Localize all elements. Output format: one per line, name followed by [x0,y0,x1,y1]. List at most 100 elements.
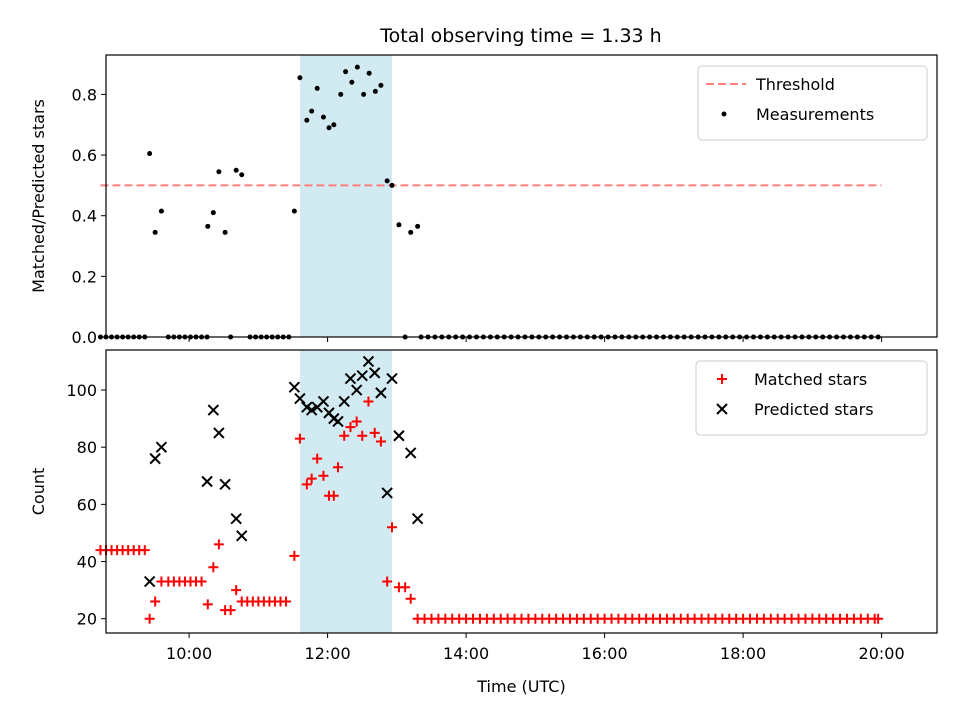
data-point [386,372,398,385]
x-tick-label: 18:00 [720,644,766,663]
data-point [150,596,161,607]
data-point [381,487,393,499]
data-point [332,415,344,428]
bottom-subplot: 20 40 60 80 100 10:00 12:00 14:00 16:00 18:00 20:0… [29,349,938,696]
data-point [382,576,393,587]
data-point [361,91,367,97]
data-point [288,381,301,393]
data-point [222,229,228,235]
legend-box [697,65,928,141]
data-point [301,479,312,490]
chart-title: Total observing time = 1.33 h [379,25,661,47]
axes-frame [105,349,938,634]
data-point [219,478,231,491]
data-point [389,182,395,188]
x-tick-label: 10:00 [166,644,212,663]
data-point [375,436,386,447]
legend-label: Measurements [756,105,874,124]
data-point [350,384,363,396]
legend-box [695,360,928,436]
y-tick-label: 20 [77,610,97,629]
y-tick-label: 80 [77,438,97,457]
data-point [196,576,207,587]
legend-label: Predicted stars [754,400,874,419]
data-point [97,334,103,340]
data-point [331,122,337,128]
data-point [349,79,355,85]
data-point [363,396,374,407]
legend-marker [716,403,728,415]
x-tick-label: 16:00 [582,644,628,663]
x-axis-label: Time (UTC) [476,677,565,696]
data-point [147,151,153,157]
legend: Threshold Measurements [697,65,928,141]
data-point [213,427,225,439]
y-tick-label: 0.0 [72,328,97,347]
data-point [233,167,239,173]
data-point [144,613,155,624]
data-point [294,433,305,444]
data-point [411,512,424,525]
top-subplot: 0.0 0.2 0.4 0.6 0.8 Matched/Predicted stars Th… [29,54,938,347]
y-tick-label: 0.6 [72,146,97,165]
data-point [873,613,884,624]
data-point [368,367,381,379]
data-point [225,605,236,616]
y-axis-label: Matched/Predicted stars [29,99,48,293]
data-point [208,562,219,573]
legend-marker [721,111,727,117]
data-point [332,462,343,473]
data-point [369,427,380,438]
data-point [344,372,357,385]
data-point [338,395,350,408]
data-point [306,473,317,484]
y-tick-label: 60 [77,495,97,514]
x-tick-label: 14:00 [443,644,489,663]
data-point [366,70,372,76]
data-point [207,404,220,416]
x-tick-label: 20:00 [859,644,905,663]
data-point [415,223,421,229]
data-point [213,539,224,550]
data-point [297,75,303,81]
data-point [408,229,414,235]
y-tick-label: 0.2 [72,267,97,286]
data-point [210,210,216,216]
x-tick-label: 12:00 [305,644,351,663]
data-point [326,125,332,131]
legend-marker [717,374,727,384]
data-point [378,82,384,88]
y-tick-label: 0.4 [72,207,97,226]
data-point [309,108,315,114]
data-point [345,422,356,433]
data-point [305,404,318,416]
data-point [281,596,292,607]
y-tick-label: 0.8 [72,85,97,104]
data-point [314,85,320,91]
data-point [202,599,213,610]
data-point [343,69,349,75]
data-point [362,355,375,368]
data-point [294,392,306,405]
legend-label: Threshold [755,75,835,94]
data-point [158,208,164,214]
data-point [231,585,242,596]
data-point [387,522,398,533]
highlight-span [299,55,393,337]
data-point [139,545,150,556]
data-point [372,88,378,94]
data-point [155,441,168,453]
highlight-span [299,350,393,633]
data-point [289,550,300,561]
data-point [149,452,161,465]
data-point [152,229,158,235]
data-point [339,430,350,441]
data-point [216,169,222,175]
data-point [354,64,360,70]
data-point [143,575,156,588]
data-point [356,370,368,382]
data-point [351,416,362,427]
data-point [328,490,339,501]
data-point [236,530,248,542]
data-point [338,91,344,97]
